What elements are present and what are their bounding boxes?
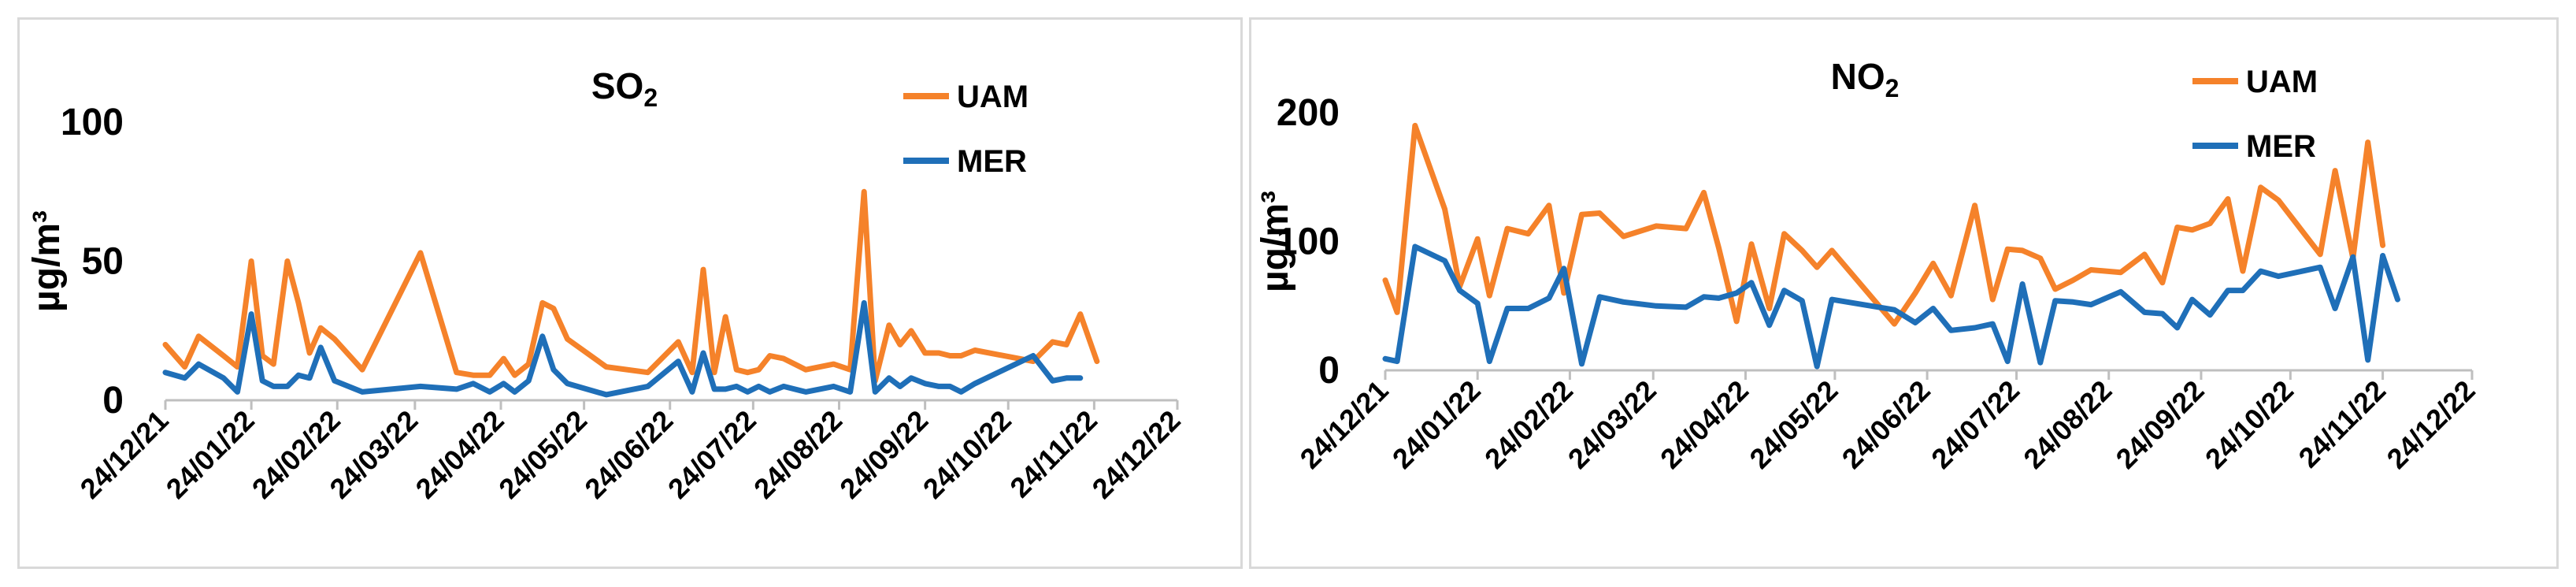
so2-chart-panel: SO2 0 50 100 µg/m³ 24/12/21 24/01/22 24/02/22 24… xyxy=(17,17,1243,569)
no2-x-tick-label: 24/06/22 xyxy=(1836,374,1937,475)
no2-legend-label-mer: MER xyxy=(2246,129,2316,164)
no2-series-line-uam xyxy=(1382,122,2386,327)
so2-x-tick-label: 24/01/22 xyxy=(160,404,261,505)
no2-chart-title: NO2 xyxy=(1831,56,1900,102)
no2-x-tick-label: 24/11/22 xyxy=(2292,374,2393,474)
no2-series-line-mer xyxy=(1382,243,2400,370)
no2-x-tick-label: 24/03/22 xyxy=(1562,374,1662,475)
so2-y-tick-label: 100 xyxy=(61,102,124,143)
no2-x-tick-label: 24/08/22 xyxy=(2017,374,2118,475)
no2-x-tick-label: 24/01/22 xyxy=(1386,374,1487,475)
so2-x-tick-label: 24/05/22 xyxy=(492,404,593,505)
no2-x-tick-label: 24/10/22 xyxy=(2199,374,2300,475)
no2-x-tick-label: 24/02/22 xyxy=(1478,374,1579,475)
no2-y-tick-label: 200 xyxy=(1277,92,1340,134)
so2-line-chart: SO2050100µg/m³24/12/2124/01/2224/02/2224… xyxy=(26,65,1187,505)
so2-series-line-uam xyxy=(162,188,1100,384)
so2-y-tick-label: 0 xyxy=(102,380,124,422)
so2-x-tick-label: 24/07/22 xyxy=(662,404,762,505)
no2-y-tick-label: 0 xyxy=(1318,350,1340,392)
so2-y-tick-label: 50 xyxy=(82,241,124,283)
so2-x-tick-label: 24/06/22 xyxy=(578,404,679,505)
no2-x-tick-label: 24/12/21 xyxy=(1294,374,1395,475)
so2-x-tick-label: 24/11/22 xyxy=(1003,404,1103,504)
no2-legend-label-uam: UAM xyxy=(2246,65,2318,99)
so2-x-tick-label: 24/10/22 xyxy=(917,404,1017,505)
no2-x-tick-label: 24/05/22 xyxy=(1743,374,1844,475)
no2-chart-panel: NO2 0 100 200 µg/m³ 24/12/21 24/01/22 24/02/22 2… xyxy=(1249,17,2559,569)
no2-x-tick-label: 24/07/22 xyxy=(1925,374,2026,475)
so2-x-tick-label: 24/12/22 xyxy=(1086,404,1187,505)
so2-x-tick-label: 24/12/21 xyxy=(74,404,175,505)
so2-x-tick-label: 24/04/22 xyxy=(410,404,510,505)
no2-y-tick-label: 100 xyxy=(1277,221,1340,263)
no2-y-axis-label: µg/m³ xyxy=(1255,191,1296,292)
so2-chart-title: SO2 xyxy=(591,65,658,112)
so2-y-axis-label: µg/m³ xyxy=(26,210,68,312)
so2-x-tick-label: 24/08/22 xyxy=(747,404,848,505)
so2-legend-label-uam: UAM xyxy=(957,80,1029,114)
no2-x-tick-label: 24/09/22 xyxy=(2110,374,2211,475)
no2-x-tick-label: 24/12/22 xyxy=(2381,374,2481,475)
so2-series-line-mer xyxy=(162,299,1084,398)
so2-legend-label-mer: MER xyxy=(957,144,1027,179)
no2-x-tick-label: 24/04/22 xyxy=(1654,374,1755,475)
no2-line-chart: NO20100200µg/m³24/12/2124/01/2224/02/222… xyxy=(1255,56,2481,475)
so2-x-tick-label: 24/09/22 xyxy=(833,404,934,505)
